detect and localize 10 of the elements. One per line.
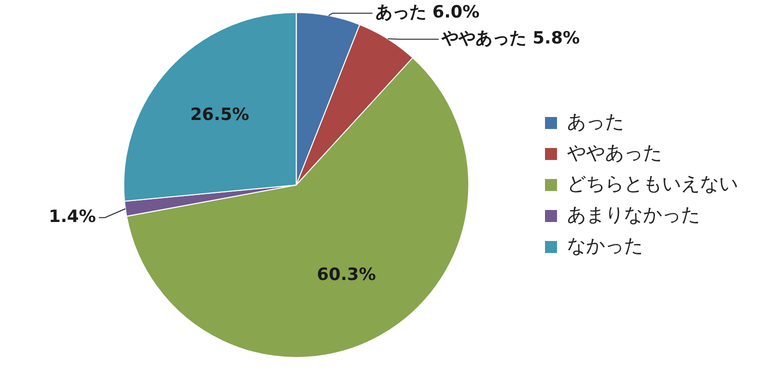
legend-label: あまりなかった [567, 204, 700, 226]
legend-label: なかった [567, 234, 643, 257]
data-label: 26.5% [190, 104, 250, 125]
data-label: あった 6.0% [375, 2, 480, 23]
data-label: 1.4% [48, 207, 96, 228]
legend-label: ややあった [567, 142, 662, 164]
legend-label: どちらともいえない [567, 172, 738, 195]
data-label: 60.3% [316, 264, 376, 285]
data-label: ややあった 5.8% [440, 28, 580, 49]
legend-label: あった [567, 110, 624, 133]
